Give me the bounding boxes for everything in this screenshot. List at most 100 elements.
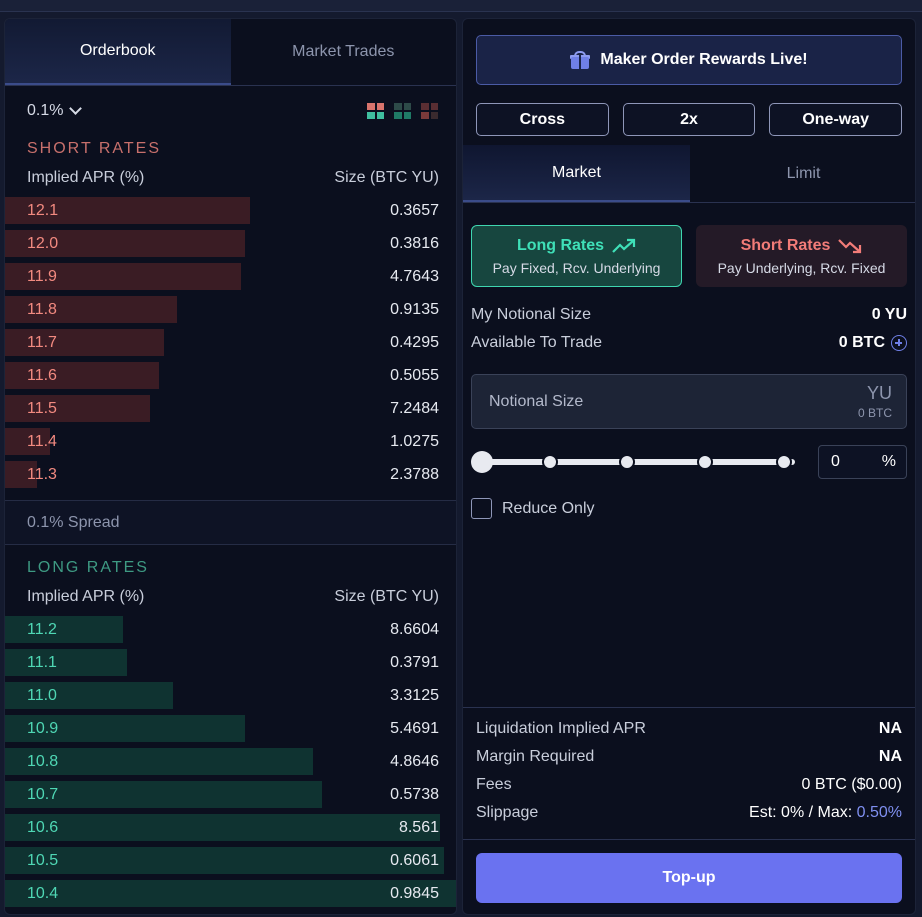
trend-up-icon	[612, 238, 636, 253]
slippage-max[interactable]: 0.50%	[856, 804, 902, 821]
slippage-row: Slippage Est: 0% / Max: 0.50%	[476, 804, 902, 822]
margin-value: NA	[878, 748, 902, 765]
long-order-row[interactable]: 10.4 0.9845	[5, 877, 456, 910]
long-order-row[interactable]: 10.6 8.561	[5, 811, 456, 844]
percent-input[interactable]: 0 %	[818, 445, 907, 479]
order-price: 11.3	[27, 465, 57, 483]
liquidation-row: Liquidation Implied APR NA	[476, 720, 902, 738]
slider-stop-25[interactable]	[542, 454, 558, 470]
slider-stop-75[interactable]	[697, 454, 713, 470]
short-only-view-icon[interactable]	[421, 103, 438, 119]
my-notional-row: My Notional Size 0 YU	[471, 306, 907, 324]
tab-market-trades[interactable]: Market Trades	[292, 43, 395, 60]
order-price: 11.1	[27, 653, 57, 671]
precision-select[interactable]: 0.1%	[27, 102, 83, 120]
long-order-row[interactable]: 10.8 4.8646	[5, 745, 456, 778]
short-order-row[interactable]: 11.3 2.3788	[5, 458, 456, 491]
precision-value: 0.1%	[27, 102, 64, 119]
short-order-row[interactable]: 12.1 0.3657	[5, 194, 456, 227]
slider-stop-50[interactable]	[619, 454, 635, 470]
position-mode-button[interactable]: One-way	[769, 103, 903, 136]
short-rates-label: Short Rates	[740, 236, 831, 254]
short-rates-button[interactable]: Short Rates Pay Underlying, Rcv. Fixed	[696, 225, 907, 287]
orderbook-panel: Orderbook Market Trades 0.1% SHORT RATES…	[4, 18, 457, 915]
long-order-row[interactable]: 10.9 5.4691	[5, 712, 456, 745]
order-size: 0.3816	[390, 234, 439, 252]
fees-value: 0 BTC ($0.00)	[801, 776, 902, 793]
spread-indicator: 0.1% Spread	[5, 500, 456, 545]
available-label: Available To Trade	[471, 334, 603, 351]
order-size: 2.3788	[390, 465, 439, 483]
order-size: 0.5055	[390, 366, 439, 384]
short-order-row[interactable]: 11.4 1.0275	[5, 425, 456, 458]
size-slider[interactable]	[471, 451, 805, 473]
percent-value: 0	[831, 453, 840, 470]
reduce-only-checkbox[interactable]	[471, 498, 492, 519]
divider	[463, 839, 915, 840]
order-size: 0.9135	[390, 300, 439, 318]
short-order-row[interactable]: 11.6 0.5055	[5, 359, 456, 392]
long-order-row[interactable]: 10.5 0.6061	[5, 844, 456, 877]
margin-options: Cross 2x One-way	[476, 103, 903, 136]
long-rates-label: Long Rates	[516, 236, 605, 254]
reduce-only-label: Reduce Only	[502, 499, 595, 517]
notional-placeholder: Notional Size	[489, 392, 584, 410]
tab-orderbook[interactable]: Orderbook	[5, 19, 231, 85]
column-implied-apr: Implied APR (%)	[27, 169, 145, 186]
both-sides-view-icon[interactable]	[367, 103, 384, 119]
order-size: 0.3791	[390, 653, 439, 671]
reduce-only-option[interactable]: Reduce Only	[471, 498, 595, 519]
gift-icon	[570, 51, 591, 69]
short-rates-sub: Pay Underlying, Rcv. Fixed	[717, 259, 886, 276]
deposit-plus-icon[interactable]	[891, 335, 907, 351]
margin-row: Margin Required NA	[476, 748, 902, 766]
trend-down-icon	[838, 238, 862, 253]
depth-bar	[5, 715, 245, 742]
long-only-view-icon[interactable]	[394, 103, 411, 119]
depth-bar	[5, 263, 241, 290]
tab-market[interactable]: Market	[463, 145, 690, 202]
order-price: 11.6	[27, 366, 57, 384]
slippage-estimate: Est: 0% / Max:	[749, 804, 853, 821]
book-tabs: Orderbook Market Trades	[5, 19, 456, 86]
order-size: 0.9845	[390, 884, 439, 902]
fees-label: Fees	[476, 776, 512, 793]
long-order-row[interactable]: 11.0 3.3125	[5, 679, 456, 712]
long-order-row[interactable]: 11.2 8.6604	[5, 613, 456, 646]
slider-stop-100[interactable]	[776, 454, 792, 470]
long-order-row[interactable]: 11.1 0.3791	[5, 646, 456, 679]
depth-bar	[5, 781, 322, 808]
notional-size-input[interactable]: Notional Size YU 0 BTC	[471, 374, 907, 429]
liquidation-label: Liquidation Implied APR	[476, 720, 646, 737]
order-type-tabs: Market Limit	[463, 145, 915, 203]
long-order-row[interactable]: 10.7 0.5738	[5, 778, 456, 811]
short-order-row[interactable]: 11.5 7.2484	[5, 392, 456, 425]
maker-rewards-banner[interactable]: Maker Order Rewards Live!	[476, 35, 902, 85]
leverage-button[interactable]: 2x	[622, 103, 756, 136]
order-size: 3.3125	[390, 686, 439, 704]
long-rates-button[interactable]: Long Rates Pay Fixed, Rcv. Underlying	[471, 225, 682, 287]
depth-bar	[5, 362, 159, 389]
depth-bar	[5, 296, 177, 323]
order-price: 10.8	[27, 752, 59, 770]
order-price: 10.6	[27, 818, 59, 836]
topup-button[interactable]: Top-up	[476, 853, 902, 903]
slider-track[interactable]	[481, 459, 795, 465]
percent-sign: %	[881, 453, 896, 470]
depth-bar	[5, 880, 456, 907]
depth-bar	[5, 395, 150, 422]
order-size: 4.7643	[390, 267, 439, 285]
order-size: 5.4691	[390, 719, 439, 737]
depth-bar	[5, 649, 127, 676]
short-order-row[interactable]: 11.9 4.7643	[5, 260, 456, 293]
tab-limit[interactable]: Limit	[786, 164, 821, 182]
short-order-row[interactable]: 12.0 0.3816	[5, 227, 456, 260]
short-order-row[interactable]: 11.8 0.9135	[5, 293, 456, 326]
slider-handle[interactable]	[471, 451, 493, 473]
depth-bar	[5, 847, 444, 874]
liquidation-value: NA	[878, 720, 902, 737]
order-price: 11.2	[27, 620, 57, 638]
order-price: 11.0	[27, 686, 57, 704]
margin-mode-button[interactable]: Cross	[476, 103, 609, 136]
short-order-row[interactable]: 11.7 0.4295	[5, 326, 456, 359]
